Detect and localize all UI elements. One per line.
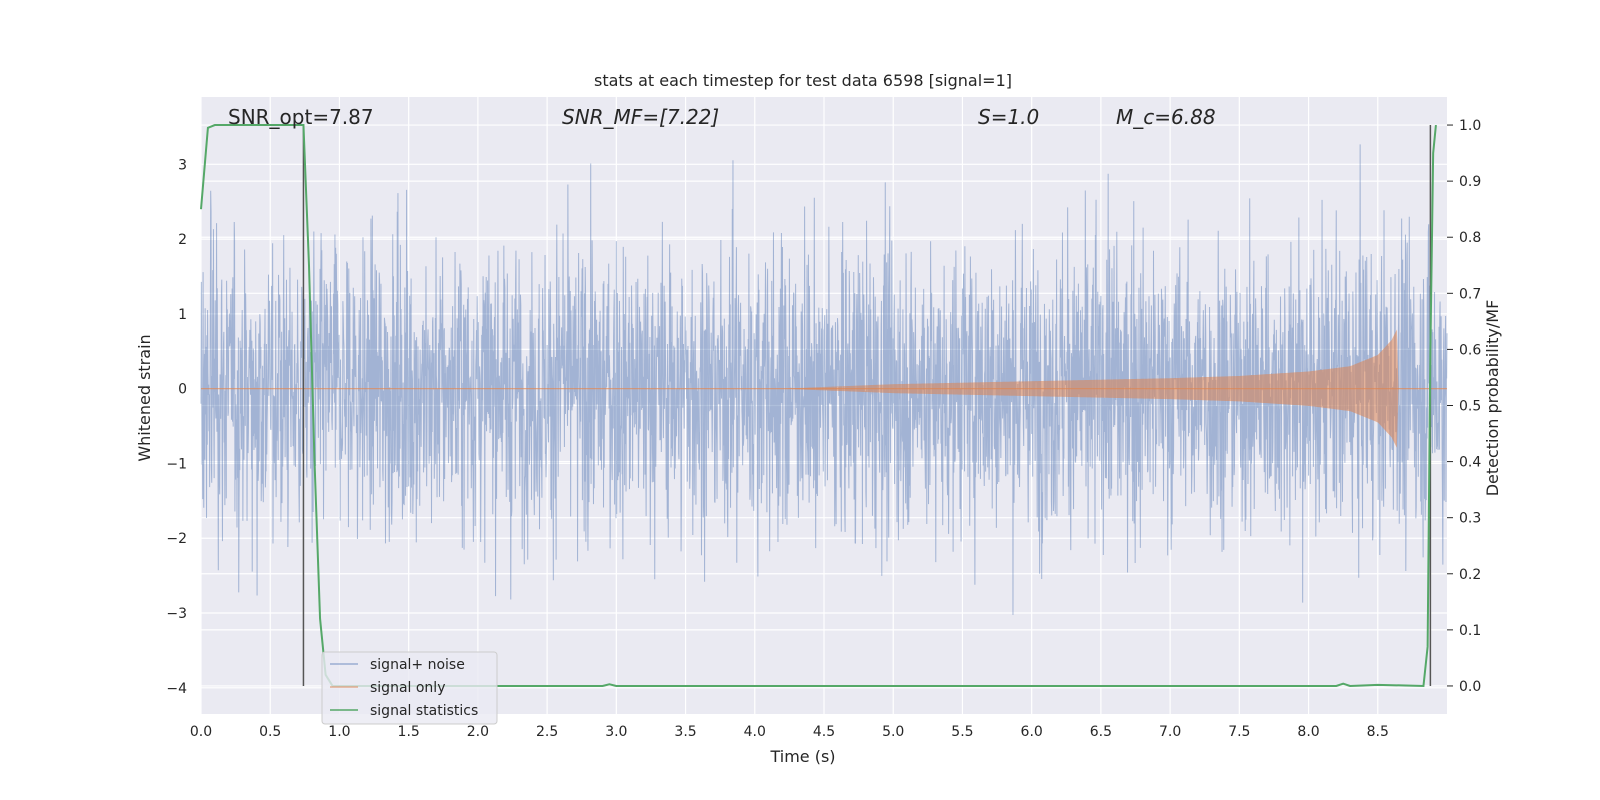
x-axis-label: Time (s) <box>769 747 835 766</box>
y-axis-label: Whitened strain <box>135 334 154 461</box>
y-right-tick-label: 0.6 <box>1459 342 1481 358</box>
y-tick-label: 2 <box>178 232 187 248</box>
series-signal-plus-noise <box>200 144 1448 615</box>
y-right-axis-ticks: 1.0 0.9 0.8 0.7 0.6 0.5 0.4 0.3 0.2 0.1 0.0 <box>1447 118 1481 695</box>
annotation-snr-opt: SNR_opt=7.87 <box>228 105 374 129</box>
x-tick-label: 6.0 <box>1021 724 1043 740</box>
x-tick-label: 8.0 <box>1297 724 1319 740</box>
y-right-axis-label: Detection probability/MF <box>1483 300 1502 497</box>
y-axis-ticks: 3 2 1 0 −1 −2 −3 −4 <box>166 157 187 697</box>
x-tick-label: 2.0 <box>467 724 489 740</box>
x-tick-label: 0.0 <box>190 724 212 740</box>
y-right-tick-label: 0.9 <box>1459 174 1481 190</box>
x-tick-label: 5.5 <box>951 724 973 740</box>
y-right-tick-label: 0.2 <box>1459 567 1481 583</box>
y-right-tick-label: 1.0 <box>1459 118 1481 134</box>
y-tick-label: −2 <box>166 531 187 547</box>
x-tick-label: 5.0 <box>882 724 904 740</box>
legend-box <box>321 651 498 725</box>
y-right-tick-label: 0.8 <box>1459 230 1481 246</box>
x-tick-label: 7.5 <box>1228 724 1250 740</box>
annotations: SNR_opt=7.87 SNR_MF=[7.22] S=1.0 M_c=6.8… <box>228 105 1216 129</box>
y-tick-label: −1 <box>166 456 187 472</box>
series-signal-statistics <box>200 124 1437 687</box>
y-right-tick-label: 0.0 <box>1459 679 1481 695</box>
legend-label-noise: signal+ noise <box>370 657 465 673</box>
y-right-tick-label: 0.5 <box>1459 399 1481 415</box>
x-tick-label: 6.5 <box>1090 724 1112 740</box>
chart-title: stats at each timestep for test data 659… <box>594 71 1012 90</box>
x-tick-label: 0.5 <box>259 724 281 740</box>
y-right-tick-label: 0.3 <box>1459 511 1481 527</box>
x-tick-label: 1.0 <box>328 724 350 740</box>
x-tick-label: 4.5 <box>813 724 835 740</box>
legend-label-signal: signal only <box>370 680 445 696</box>
annotation-s: S=1.0 <box>978 105 1039 129</box>
x-tick-label: 2.5 <box>536 724 558 740</box>
annotation-snr-mf: SNR_MF=[7.22] <box>562 105 719 129</box>
y-tick-label: 0 <box>178 382 187 398</box>
x-axis-ticks: 0.0 0.5 1.0 1.5 2.0 2.5 3.0 3.5 4.0 4.5 5.0 5.5 6.0 6… <box>190 724 1389 740</box>
x-tick-label: 4.0 <box>744 724 766 740</box>
y-right-tick-label: 0.4 <box>1459 455 1481 471</box>
legend: signal+ noise signal only signal statist… <box>321 651 498 725</box>
x-tick-label: 1.5 <box>398 724 420 740</box>
y-tick-label: 1 <box>178 307 187 323</box>
y-tick-label: −3 <box>166 606 187 622</box>
y-right-tick-label: 0.1 <box>1459 623 1481 639</box>
noise-trace <box>200 144 1448 615</box>
annotation-mc: M_c=6.88 <box>1116 105 1216 129</box>
x-tick-label: 7.0 <box>1159 724 1181 740</box>
x-tick-label: 3.0 <box>605 724 627 740</box>
legend-label-stats: signal statistics <box>370 703 478 719</box>
x-tick-label: 8.5 <box>1367 724 1389 740</box>
y-right-tick-label: 0.7 <box>1459 286 1481 302</box>
series-signal-only <box>201 329 1447 448</box>
y-tick-label: 3 <box>178 157 187 173</box>
statistics-line <box>200 124 1437 687</box>
y-tick-label: −4 <box>166 681 187 697</box>
x-tick-label: 3.5 <box>674 724 696 740</box>
